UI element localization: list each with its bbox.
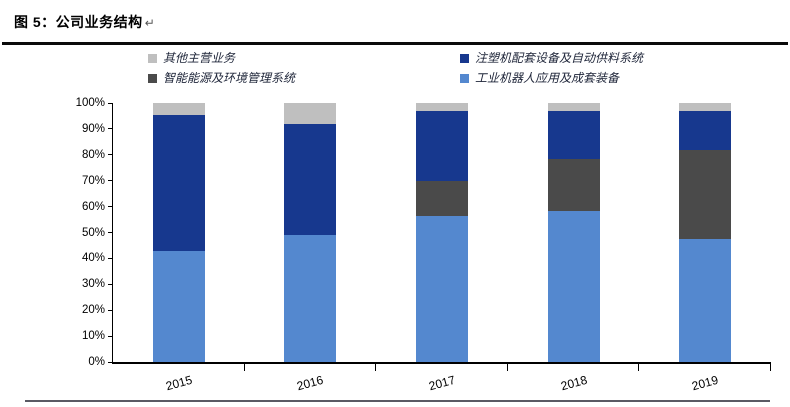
x-axis-label: 2015 — [164, 372, 194, 394]
legend-item: 智能能源及环境管理系统 — [148, 71, 460, 86]
legend-item: 工业机器人应用及成套装备 — [460, 71, 643, 86]
bar-segment — [679, 110, 732, 150]
legend-swatch-icon — [460, 74, 469, 83]
category-cell: 2015 — [113, 103, 245, 393]
x-axis-tick — [638, 364, 640, 371]
y-axis-tick — [108, 128, 113, 130]
bar-segment — [679, 149, 732, 239]
category-cell: 2016 — [245, 103, 377, 393]
legend-item: 注塑机配套设备及自动供料系统 — [460, 51, 643, 66]
y-axis-tick — [108, 154, 113, 156]
y-axis-label: 90% — [81, 122, 105, 135]
x-axis-label: 2016 — [295, 372, 326, 394]
y-axis-label: 80% — [81, 148, 105, 161]
y-axis-tick — [108, 283, 113, 285]
y-axis-label: 40% — [81, 252, 105, 265]
category-cell: 2018 — [508, 103, 640, 393]
x-axis-label: 2017 — [427, 372, 457, 394]
bar-segment — [152, 114, 205, 251]
x-axis-tick — [506, 364, 508, 371]
x-axis-label: 2019 — [690, 372, 720, 394]
x-axis-tick — [243, 364, 245, 371]
bar-segment — [415, 110, 468, 181]
bar-segment — [284, 123, 337, 236]
y-axis-tick — [108, 257, 113, 259]
bar-segment — [415, 180, 468, 216]
figure-title-row: 图 5：公司业务结构 ↵ — [14, 12, 155, 32]
bars-layer: 2015 2016 2017 2018 2019 — [113, 103, 771, 393]
legend-swatch-icon — [148, 54, 157, 63]
y-axis-tick — [108, 335, 113, 337]
bar-segment — [547, 110, 600, 159]
bar-segment — [547, 103, 600, 111]
y-axis-tick — [108, 180, 113, 182]
bar-segment — [284, 103, 337, 124]
bar-segment — [415, 103, 468, 111]
y-axis-tick — [108, 102, 113, 104]
y-axis-tick — [108, 206, 113, 208]
y-axis-label: 50% — [81, 226, 105, 239]
bar-segment — [284, 235, 337, 362]
x-axis-tick — [375, 364, 377, 371]
legend-swatch-icon — [460, 54, 469, 63]
chart-legend: 其他主营业务 注塑机配套设备及自动供料系统智能能源及环境管理系统 工业机器人应用及成… — [148, 51, 643, 86]
y-axis-label: 60% — [81, 200, 105, 213]
y-axis-label: 20% — [81, 304, 105, 317]
y-axis-tick — [108, 232, 113, 233]
bar-segment — [152, 103, 205, 115]
plot-area: 2015 2016 2017 2018 2019 0% 10% 20% 30% 40% 50% 60… — [76, 97, 771, 393]
bottom-divider — [25, 400, 770, 402]
category-cell: 2017 — [376, 103, 508, 393]
y-axis-label: 30% — [81, 278, 105, 291]
stacked-bar — [152, 103, 205, 362]
legend-label: 注塑机配套设备及自动供料系统 — [475, 51, 644, 65]
stacked-bar — [679, 103, 732, 362]
bar-segment — [547, 210, 600, 362]
y-axis-label: 70% — [81, 174, 105, 187]
legend-label: 其他主营业务 — [163, 51, 236, 65]
x-axis-tick — [770, 364, 771, 371]
bar-segment — [679, 103, 732, 111]
stacked-bar — [284, 103, 337, 362]
y-axis-label: 100% — [75, 97, 105, 109]
y-axis-tick — [108, 309, 113, 311]
y-axis-label: 0% — [88, 356, 105, 368]
legend-swatch-icon — [148, 74, 157, 83]
x-axis-label: 2018 — [558, 372, 589, 394]
bar-segment — [679, 238, 732, 362]
legend-label: 智能能源及环境管理系统 — [163, 71, 296, 85]
title-divider — [2, 42, 788, 45]
bar-segment — [415, 215, 468, 362]
bar-segment — [152, 250, 205, 362]
legend-label: 工业机器人应用及成套装备 — [475, 71, 620, 85]
figure-title: 图 5：公司业务结构 — [14, 14, 143, 30]
stacked-bar — [547, 103, 600, 362]
paragraph-mark-icon: ↵ — [144, 16, 156, 30]
bar-segment — [547, 158, 600, 211]
category-cell: 2019 — [639, 103, 771, 393]
legend-item: 其他主营业务 — [148, 51, 460, 66]
y-axis-tick — [108, 361, 113, 363]
stacked-bar — [415, 103, 468, 362]
y-axis-label: 10% — [81, 330, 105, 343]
